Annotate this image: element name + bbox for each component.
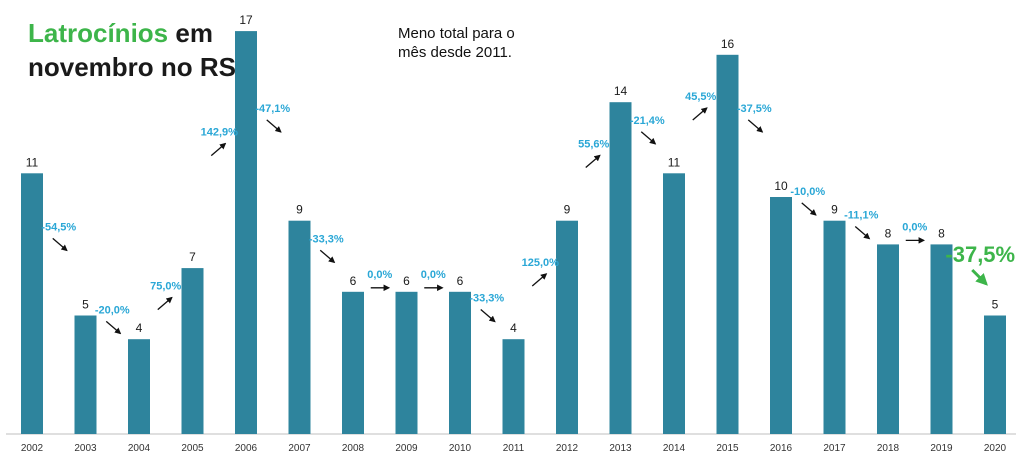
pct-change-arrow-2008 bbox=[319, 249, 336, 264]
data-label-2013: 14 bbox=[614, 84, 628, 98]
pct-change-arrow-2012 bbox=[531, 273, 548, 287]
bar-2002 bbox=[21, 173, 43, 435]
note-line2: mês desde 2011. bbox=[398, 44, 512, 61]
bar-2003 bbox=[74, 315, 97, 434]
data-label-2019: 8 bbox=[938, 226, 945, 240]
pct-change-arrow-2015 bbox=[692, 107, 708, 121]
data-label-2002: 11 bbox=[26, 155, 39, 169]
pct-change-arrow-2014 bbox=[640, 131, 657, 145]
data-label-2003: 5 bbox=[82, 298, 89, 312]
bar-2009 bbox=[395, 291, 418, 434]
pct-change-label-2020: -37,5% bbox=[945, 242, 1015, 267]
bar-2016 bbox=[770, 197, 792, 434]
bar-2005 bbox=[181, 268, 204, 434]
data-label-2012: 9 bbox=[564, 203, 571, 217]
data-label-2007: 9 bbox=[296, 203, 303, 217]
pct-change-arrow-2006 bbox=[210, 142, 227, 157]
pct-change-label-2003: -54,5% bbox=[41, 221, 76, 233]
pct-change-arrow-2016 bbox=[747, 119, 764, 133]
bar-2010 bbox=[449, 291, 471, 434]
data-label-2018: 8 bbox=[885, 226, 892, 240]
pct-change-arrow-2011 bbox=[480, 309, 496, 323]
pct-change-label-2013: 55,6% bbox=[578, 138, 609, 150]
data-label-2016: 10 bbox=[774, 179, 788, 193]
chart-title: Latrocínios em novembro no RS bbox=[28, 16, 236, 84]
pct-change-label-2016: -37,5% bbox=[737, 103, 772, 115]
bar-2008 bbox=[342, 291, 364, 434]
pct-change-label-2017: -10,0% bbox=[790, 186, 825, 198]
pct-change-label-2012: 125,0% bbox=[522, 257, 560, 269]
bar-2015 bbox=[716, 54, 739, 435]
bar-2013 bbox=[609, 102, 632, 434]
x-tick-2013: 2013 bbox=[609, 443, 632, 454]
pct-change-label-2019: 0,0% bbox=[902, 221, 927, 233]
title-line2: novembro no RS bbox=[28, 52, 237, 82]
bar-2006 bbox=[235, 31, 257, 434]
data-label-2009: 6 bbox=[403, 274, 410, 288]
bar-2020 bbox=[984, 315, 1006, 434]
x-tick-2016: 2016 bbox=[770, 443, 793, 454]
data-label-2017: 9 bbox=[831, 203, 838, 217]
data-label-2014: 11 bbox=[668, 155, 681, 169]
bar-2017 bbox=[823, 220, 846, 434]
x-tick-2005: 2005 bbox=[181, 443, 204, 454]
x-tick-2012: 2012 bbox=[556, 443, 579, 454]
data-label-2010: 6 bbox=[457, 274, 464, 288]
x-tick-2015: 2015 bbox=[716, 443, 739, 454]
bar-2004 bbox=[128, 339, 150, 434]
x-tick-2007: 2007 bbox=[288, 443, 311, 454]
x-tick-2020: 2020 bbox=[984, 443, 1007, 454]
data-label-2020: 5 bbox=[992, 298, 999, 312]
title-highlight: Latrocínios bbox=[28, 18, 169, 48]
x-tick-2011: 2011 bbox=[503, 443, 525, 454]
pct-change-label-2004: -20,0% bbox=[95, 304, 130, 316]
bar-2019 bbox=[930, 244, 953, 434]
data-label-2008: 6 bbox=[350, 274, 357, 288]
x-tick-2003: 2003 bbox=[74, 443, 97, 454]
note-line1: Meno total para o bbox=[398, 25, 515, 42]
x-tick-2004: 2004 bbox=[128, 443, 151, 454]
pct-change-label-2014: -21,4% bbox=[630, 115, 665, 127]
pct-change-arrow-2017 bbox=[801, 202, 817, 216]
pct-change-arrow-2020 bbox=[971, 268, 988, 286]
pct-change-label-2018: -11,1% bbox=[844, 210, 878, 222]
pct-change-arrow-2007 bbox=[266, 119, 282, 133]
chart-note: Meno total para o mês desde 2011. bbox=[398, 24, 598, 62]
x-tick-2019: 2019 bbox=[930, 443, 953, 454]
data-label-2011: 4 bbox=[510, 321, 517, 335]
x-tick-2017: 2017 bbox=[823, 443, 846, 454]
pct-change-arrow-2003 bbox=[52, 237, 68, 252]
title-rest: em bbox=[168, 18, 213, 48]
x-tick-2010: 2010 bbox=[449, 443, 472, 454]
pct-change-label-2011: -33,3% bbox=[469, 293, 504, 305]
bar-2011 bbox=[502, 339, 525, 434]
bar-2014 bbox=[663, 173, 685, 435]
data-label-2004: 4 bbox=[136, 321, 143, 335]
x-tick-2002: 2002 bbox=[21, 443, 44, 454]
pct-change-arrow-2013 bbox=[585, 154, 601, 168]
pct-change-label-2010: 0,0% bbox=[421, 269, 446, 281]
bar-2007 bbox=[288, 220, 311, 434]
bar-2012 bbox=[556, 220, 578, 434]
pct-change-arrow-2005 bbox=[157, 296, 173, 311]
pct-change-label-2005: 75,0% bbox=[150, 281, 181, 293]
x-tick-2009: 2009 bbox=[395, 443, 418, 454]
pct-change-label-2015: 45,5% bbox=[685, 91, 716, 103]
x-tick-2008: 2008 bbox=[342, 443, 365, 454]
data-label-2006: 17 bbox=[239, 13, 253, 27]
pct-change-label-2007: -47,1% bbox=[255, 103, 290, 115]
x-tick-2014: 2014 bbox=[663, 443, 686, 454]
pct-change-label-2009: 0,0% bbox=[367, 269, 392, 281]
pct-change-label-2008: -33,3% bbox=[309, 233, 344, 245]
pct-change-arrow-2004 bbox=[105, 320, 122, 335]
pct-change-label-2006: 142,9% bbox=[201, 127, 239, 139]
data-label-2015: 16 bbox=[721, 37, 735, 51]
data-label-2005: 7 bbox=[189, 250, 196, 264]
bar-2018 bbox=[877, 244, 899, 434]
x-tick-2018: 2018 bbox=[877, 443, 900, 454]
x-tick-2006: 2006 bbox=[235, 443, 258, 454]
pct-change-arrow-2018 bbox=[854, 226, 871, 240]
